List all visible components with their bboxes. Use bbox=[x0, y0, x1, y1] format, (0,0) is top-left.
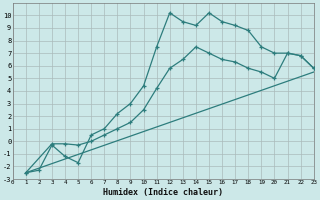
X-axis label: Humidex (Indice chaleur): Humidex (Indice chaleur) bbox=[103, 188, 223, 197]
